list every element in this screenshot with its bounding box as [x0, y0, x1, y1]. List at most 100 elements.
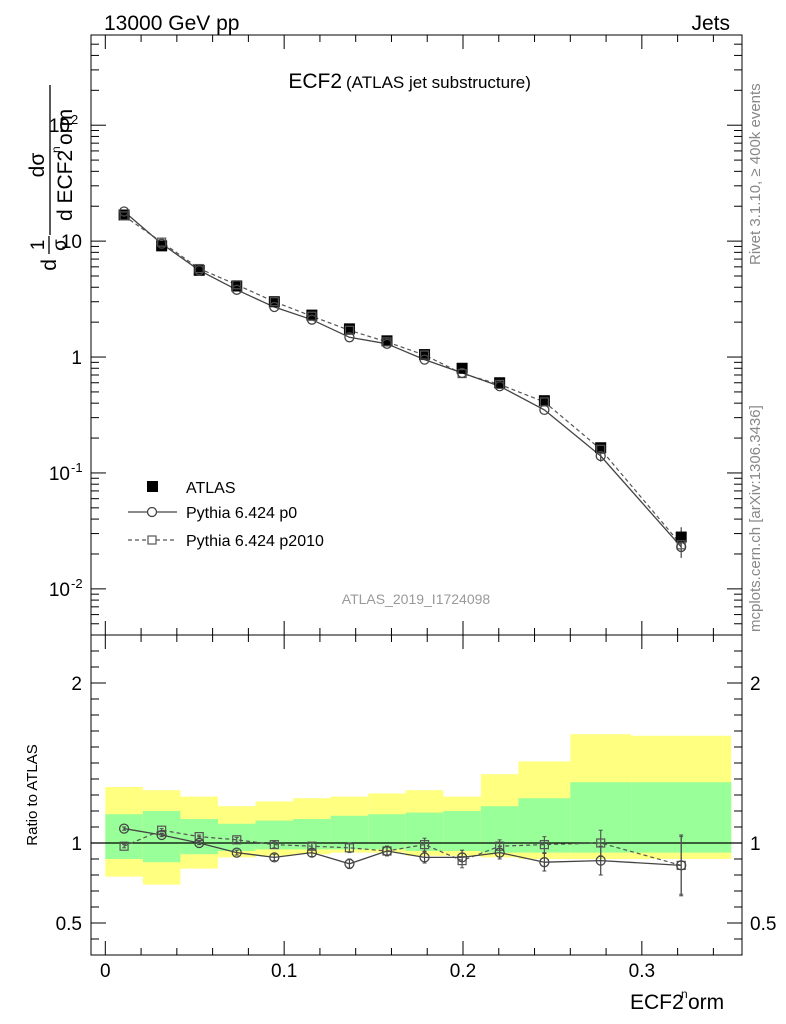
svg-text:1: 1	[28, 240, 49, 251]
ratio-point-p2010	[419, 839, 430, 850]
point-p0	[456, 367, 468, 379]
ratio-y-tick-label: 0.5	[56, 914, 82, 935]
point-p0	[419, 354, 430, 365]
ratio-point-p0	[676, 860, 687, 871]
ratio-y-tick-label: 1	[71, 834, 82, 855]
svg-text:d ECF2: d ECF2	[54, 150, 77, 221]
point-p2010	[344, 325, 355, 335]
mcplots-label: mcplots.cern.ch [arXiv:1306.3436]	[747, 405, 764, 632]
ratio-y-tick-label-right: 2	[750, 674, 761, 695]
ratio-point-p0	[344, 858, 355, 869]
chart-subtitle: (ATLAS jet substructure)	[346, 73, 531, 92]
point-p0	[306, 314, 318, 325]
ratio-point-p2010	[157, 825, 167, 835]
point-p0	[344, 332, 355, 343]
svg-text:σ: σ	[50, 239, 71, 251]
point-p0	[494, 381, 505, 392]
ratio-point-p2010	[596, 838, 606, 848]
ratio-point-p0	[269, 852, 280, 863]
point-p0	[194, 265, 205, 276]
band-inner-9	[443, 811, 481, 851]
ratio-point-p2010	[119, 841, 129, 851]
legend: ATLAS Pythia 6.424 p0 Pythia 6.424 p2010	[128, 480, 324, 550]
point-atlas	[268, 296, 280, 308]
svg-text:ECF2: ECF2	[630, 991, 684, 1014]
ratio-y-tick-label-right: 1	[750, 834, 761, 855]
point-p0	[269, 301, 280, 313]
point-atlas	[193, 264, 205, 276]
ratio-point-p0	[118, 823, 130, 834]
y-tick-label: 10	[49, 580, 70, 601]
band-inner-7	[368, 814, 406, 850]
point-p2010	[119, 211, 129, 221]
ratio-point-p0	[381, 845, 393, 857]
point-atlas	[595, 442, 607, 454]
header-right: Jets	[691, 12, 730, 35]
point-p0	[539, 404, 550, 416]
x-tick-label: 0.2	[450, 961, 476, 982]
point-p2010	[232, 280, 242, 290]
point-atlas	[118, 209, 130, 221]
analysis-id: ATLAS_2019_I1724098	[342, 591, 491, 607]
ratio-point-p0	[231, 847, 242, 858]
y-tick-label-exp: -2	[71, 576, 83, 591]
point-p2010	[307, 311, 317, 321]
legend-label-atlas: ATLAS	[186, 480, 236, 497]
ratio-y-label: Ratio to ATLAS	[24, 744, 41, 845]
point-atlas	[381, 335, 393, 347]
y-tick-label: 1	[71, 348, 82, 369]
ratio-point-p0	[194, 837, 205, 849]
legend-marker-p0	[146, 506, 158, 518]
ratio-y-tick-label: 2	[71, 674, 82, 695]
ratio-point-p0	[595, 855, 606, 866]
svg-text:orm: orm	[688, 991, 724, 1014]
point-p0	[381, 338, 393, 349]
ratio-line-p0	[123, 827, 682, 867]
point-p0	[118, 206, 130, 217]
ratio-point-p2010	[495, 841, 505, 851]
x-tick-label: 0	[100, 961, 111, 982]
ratio-point-p0	[456, 852, 468, 863]
y-tick-label: 10	[61, 232, 82, 253]
point-p0	[156, 238, 167, 249]
ratio-point-p2010	[269, 839, 279, 850]
ratio-point-p2010	[539, 839, 549, 850]
point-p2010	[596, 444, 606, 454]
rivet-label: Rivet 3.1.10, ≥ 400k events	[747, 83, 764, 265]
legend-marker-p2010	[147, 535, 157, 545]
series-line-p2010	[123, 215, 682, 546]
main-panel: ECF2 (ATLAS jet substructure) ATLAS_2019…	[26, 34, 743, 636]
point-atlas	[538, 395, 550, 407]
legend-label-p2010: Pythia 6.424 p2010	[186, 533, 324, 550]
svg-text:d: d	[38, 259, 61, 271]
y-tick-label-exp: 2	[71, 112, 78, 127]
x-axis-label: ECF2 n orm	[630, 987, 724, 1014]
ratio-point-p0	[494, 847, 505, 858]
point-atlas	[494, 377, 506, 389]
legend-label-p0: Pythia 6.424 p0	[186, 505, 297, 522]
point-atlas	[675, 531, 687, 543]
point-p2010	[419, 350, 430, 360]
header-left: 13000 GeV pp	[104, 12, 239, 35]
band-inner-0	[105, 814, 143, 859]
point-p0	[676, 541, 687, 553]
svg-text:n: n	[681, 987, 688, 1001]
svg-text:dσ: dσ	[26, 153, 49, 178]
point-p0	[231, 284, 242, 295]
y-tick-label-exp: -1	[71, 460, 83, 475]
series-line-p0	[123, 211, 682, 548]
chart-title: ECF2	[288, 70, 342, 93]
y-axis-label: 1 σ d dσ d ECF2 n orm	[26, 85, 77, 271]
point-p0	[595, 450, 606, 462]
legend-marker-atlas	[147, 481, 158, 492]
ratio-point-p0	[306, 847, 318, 858]
ratio-y-tick-label-right: 0.5	[750, 914, 776, 935]
ratio-point-p0	[419, 852, 430, 863]
ratio-point-p0	[539, 857, 550, 868]
ratio-point-p2010	[344, 843, 355, 853]
ratio-point-p0	[156, 829, 167, 841]
point-p2010	[269, 297, 279, 307]
point-atlas	[231, 280, 243, 292]
ratio-panel: Ratio to ATLAS ECF2 n orm 0 0.1 0.2 0.3 0.5 0…	[24, 634, 776, 1014]
